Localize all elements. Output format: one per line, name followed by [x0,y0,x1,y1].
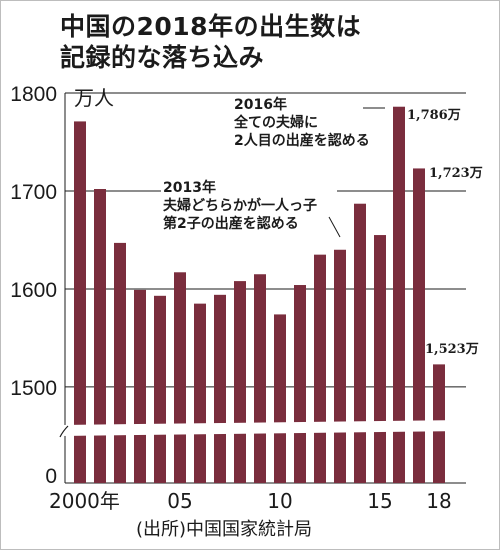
y-tick-label: 1600 [10,279,57,302]
title-line-2: 記録的な落ち込み [60,43,265,72]
bar-2002 [114,242,126,483]
x-tick-label: 2000年 [49,489,120,513]
y-tick-label-zero: 0 [45,465,57,488]
x-tick-labels: 2000年 05 10 15 18 [49,489,452,513]
bar-2011 [294,285,306,483]
data-label-2018: 1,523万 [425,342,479,357]
y-tick-label: 1800 [10,83,57,106]
data-label-2017: 1,723万 [429,166,483,181]
x-tick-label: 05 [167,489,192,513]
annotation-background-2013 [161,176,337,233]
x-tick-label: 15 [367,489,392,513]
annotation-2013-line-3: 第2子の出産を認める [163,215,299,232]
x-tick-label: 10 [267,489,292,513]
annotation-2013-line-2: 夫婦どちらかが一人っ子 [163,197,317,214]
annotation-leader-2013 [328,216,341,238]
axis-break-mark [59,425,69,438]
bar-2014 [354,203,366,483]
axis-break-band [61,420,466,436]
annotation-2013-line-1: 2013年 [163,179,216,196]
bar-2000 [74,121,86,483]
y-tick-label: 1700 [10,181,57,204]
bar-2017 [413,168,425,483]
bar-2004 [154,295,166,483]
y-tick-label: 1500 [10,377,57,400]
bar-2009 [254,274,266,483]
bar-2015 [374,235,386,483]
bar-2006 [194,303,206,483]
unit-label: 万人 [74,86,114,110]
bar-2012 [314,254,326,483]
data-labels: 1,786万 1,723万 1,523万 [407,108,483,357]
y-tick-labels: 1800 1700 1600 1500 [10,83,57,400]
bars [74,106,445,483]
annotation-2016-line-3: 2人目の出産を認める [234,132,370,149]
bar-2010 [274,314,286,483]
bar-2016 [393,106,405,483]
source-note: (出所)中国国家統計局 [136,519,312,540]
bar-2001 [94,189,106,483]
bar-2013 [334,249,346,483]
bar-2008 [234,281,246,483]
annotation-2016-line-1: 2016年 [234,96,287,113]
annotation-2016-line-2: 全ての夫婦に [233,114,318,131]
bar-2003 [134,289,146,483]
bar-2007 [214,294,226,483]
chart-title: 中国の2018年の出生数は 記録的な落ち込み [60,11,490,73]
bar-2005 [174,272,186,483]
annotation-background-2016 [232,94,392,151]
title-line-1: 中国の2018年の出生数は [60,12,362,41]
x-tick-label: 18 [426,489,451,513]
data-label-2016: 1,786万 [407,108,461,123]
